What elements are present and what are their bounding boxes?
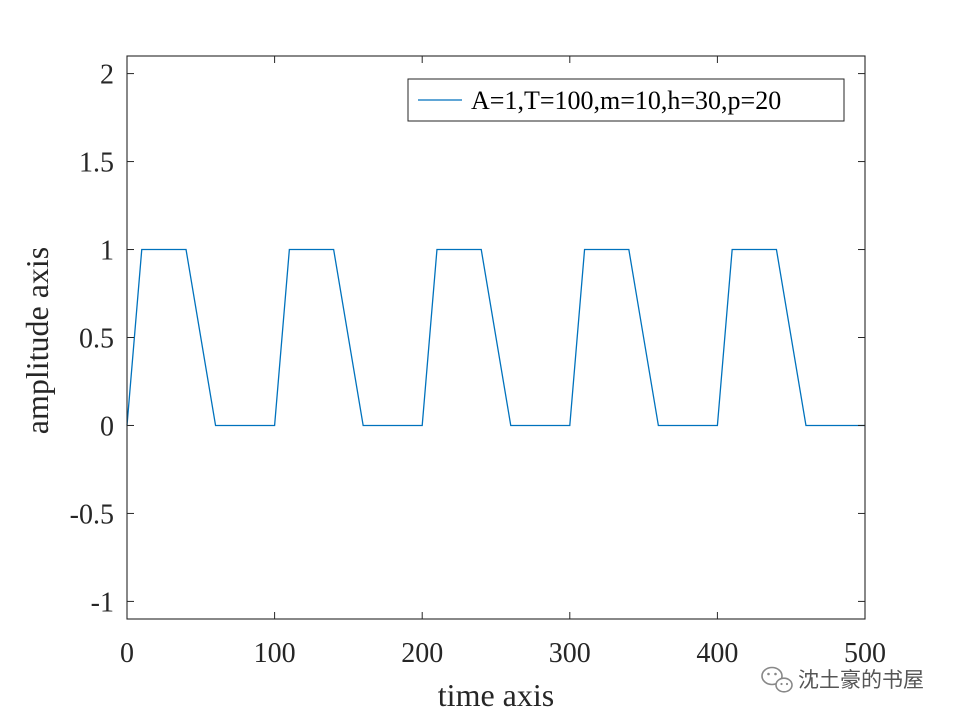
- y-tick-label: 0.5: [79, 324, 114, 355]
- y-tick-label: 1: [100, 236, 114, 267]
- y-tick-label: -1: [91, 587, 114, 618]
- x-tick-label: 0: [120, 638, 134, 669]
- x-tick-label: 200: [401, 638, 443, 669]
- legend: A=1,T=100,m=10,h=30,p=20: [407, 78, 845, 122]
- watermark-text: 沈土豪的书屋: [798, 668, 924, 692]
- x-axis-label: time axis: [438, 677, 554, 713]
- y-tick-label: 1.5: [79, 148, 114, 179]
- x-tick-label: 300: [549, 638, 591, 669]
- x-tick-label: 400: [696, 638, 738, 669]
- x-tick-label: 100: [254, 638, 296, 669]
- axes: 0 100 200 300 400 500 -1 -0.5 0 0.5 1 1.5 2: [70, 55, 886, 669]
- y-tick-label: 2: [100, 60, 114, 91]
- legend-box: [407, 78, 845, 122]
- y-tick-label: 0: [100, 411, 114, 442]
- y-tick-label: -0.5: [70, 499, 114, 530]
- plot-area: [126, 248, 865, 427]
- series-line-0: [126, 248, 865, 427]
- watermark: 沈土豪的书屋: [761, 666, 924, 693]
- wechat-icon: [761, 666, 793, 693]
- legend-entry-0: A=1,T=100,m=10,h=30,p=20: [471, 86, 781, 115]
- y-axis-label: amplitude axis: [19, 247, 55, 435]
- x-tick-label: 500: [844, 638, 886, 669]
